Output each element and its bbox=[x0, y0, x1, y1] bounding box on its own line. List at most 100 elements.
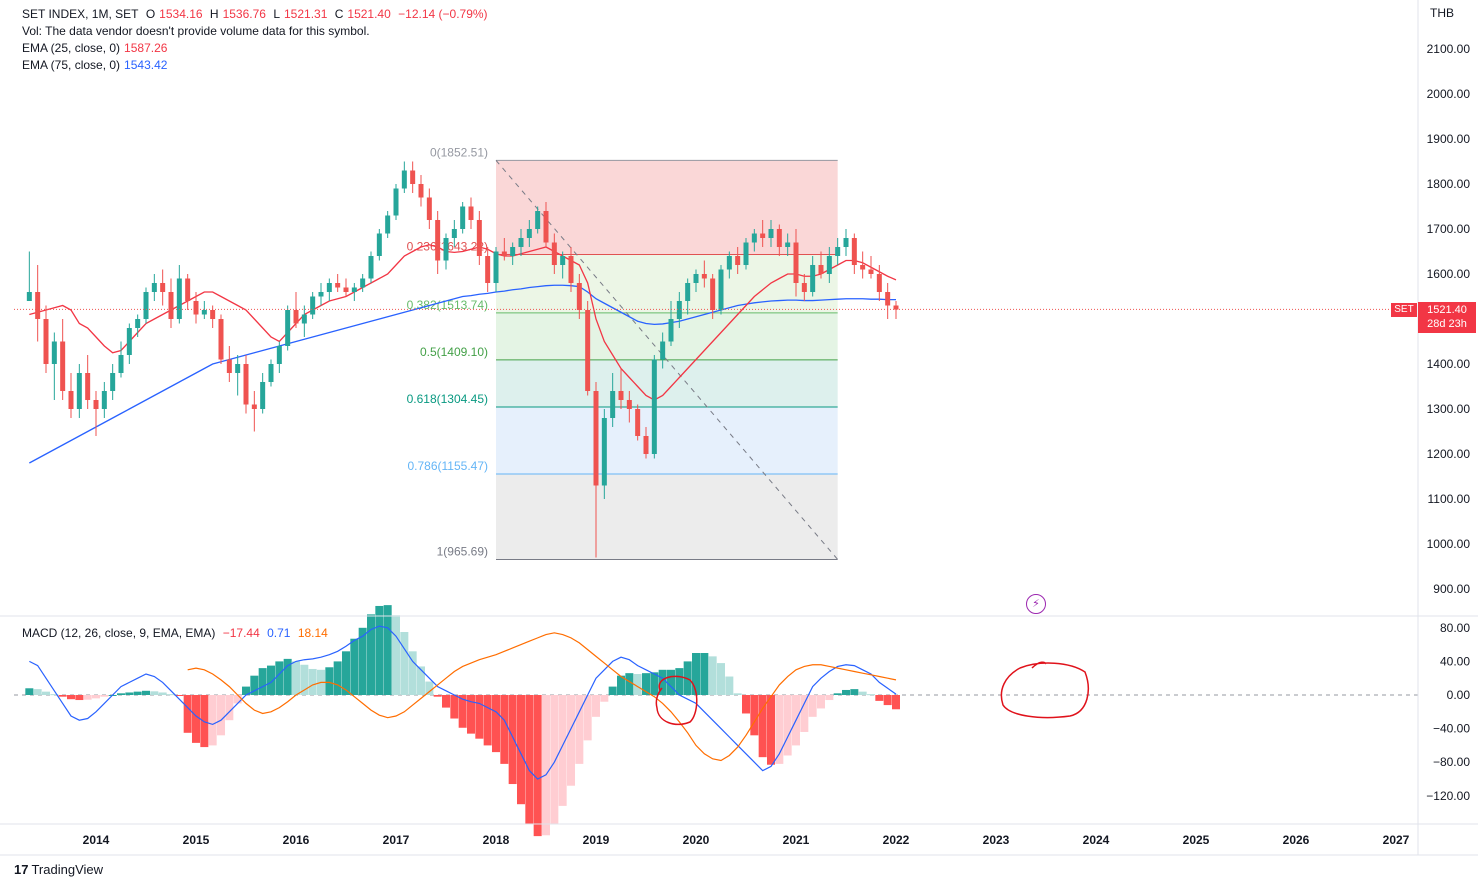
candle-body bbox=[185, 278, 191, 301]
candle bbox=[635, 404, 641, 441]
candle bbox=[335, 274, 341, 292]
symbol-name[interactable]: SET INDEX, 1M, SET bbox=[22, 7, 139, 21]
macd-value: 0.71 bbox=[267, 626, 291, 640]
candle bbox=[243, 355, 249, 414]
macd-histogram-bar bbox=[200, 695, 209, 748]
high-value: 1536.76 bbox=[222, 7, 266, 21]
candle-body bbox=[743, 242, 749, 265]
candle bbox=[426, 188, 432, 229]
change-value: −12.14 (−0.79%) bbox=[398, 7, 488, 21]
candle bbox=[360, 274, 366, 292]
macd-histogram-bar bbox=[425, 681, 434, 695]
price-tick-label: 2000.00 bbox=[1427, 87, 1471, 101]
candle-body bbox=[110, 373, 116, 391]
macd-histogram-bar bbox=[717, 663, 725, 695]
ema25-legend[interactable]: EMA (25, close, 0) 1587.26 bbox=[22, 40, 171, 57]
candlestick-series bbox=[14, 161, 1418, 558]
tradingview-logo[interactable]: 17 TradingView bbox=[14, 862, 103, 877]
macd-histogram-bar bbox=[858, 691, 867, 695]
candle bbox=[651, 355, 657, 459]
macd-histogram-bar bbox=[442, 695, 450, 708]
candle bbox=[51, 332, 57, 400]
macd-histogram-bar bbox=[725, 676, 734, 695]
candle-body bbox=[760, 233, 766, 238]
macd-histogram-bar bbox=[883, 695, 892, 706]
macd-tick-label: 80.00 bbox=[1440, 621, 1470, 635]
candle bbox=[860, 251, 866, 279]
candle-body bbox=[410, 170, 416, 184]
macd-histogram-bar bbox=[42, 691, 50, 695]
candle bbox=[401, 161, 407, 193]
macd-histogram-bar bbox=[542, 695, 550, 836]
candle-body bbox=[576, 283, 582, 310]
candle-body bbox=[543, 211, 549, 243]
candle-body bbox=[43, 319, 49, 364]
candle-body bbox=[710, 278, 716, 310]
candle-body bbox=[701, 274, 707, 279]
candle bbox=[551, 233, 557, 274]
fibonacci-retracement[interactable]: 0(1852.51)0.236(1643.22)0.382(1513.74)0.… bbox=[407, 145, 839, 560]
price-tick-label: 1300.00 bbox=[1427, 402, 1471, 416]
candle bbox=[176, 265, 182, 324]
hand-drawn-annotations bbox=[655, 661, 1089, 726]
candle-body bbox=[160, 283, 166, 292]
time-tick-label: 2020 bbox=[683, 833, 710, 847]
candle-body bbox=[843, 238, 849, 247]
fib-zone bbox=[496, 254, 838, 313]
time-tick-label: 2018 bbox=[483, 833, 510, 847]
ema75-legend[interactable]: EMA (75, close, 0) 1543.42 bbox=[22, 57, 171, 74]
macd-histogram-bar bbox=[458, 695, 467, 728]
currency-label: THB bbox=[1430, 6, 1454, 20]
candle bbox=[885, 283, 891, 319]
candle-body bbox=[526, 229, 532, 238]
symbol-legend: SET INDEX, 1M, SET O 1534.16 H 1536.76 L 15… bbox=[22, 6, 492, 23]
candle bbox=[835, 238, 841, 265]
macd-histogram-bar bbox=[358, 627, 367, 695]
macd-histogram-bar bbox=[850, 689, 859, 695]
fib-level-label: 0.5(1409.10) bbox=[420, 345, 488, 359]
macd-histogram-bar bbox=[642, 673, 650, 695]
macd-histogram-bar bbox=[842, 689, 850, 695]
fib-level-label: 0(1852.51) bbox=[430, 145, 488, 159]
candle bbox=[543, 202, 549, 247]
candle-body bbox=[201, 310, 207, 315]
macd-pane bbox=[25, 605, 900, 837]
macd-histogram-bar bbox=[583, 695, 592, 741]
candle-body bbox=[493, 251, 499, 283]
candle bbox=[668, 301, 674, 346]
macd-legend[interactable]: MACD (12, 26, close, 9, EMA, EMA) −17.44… bbox=[22, 625, 332, 642]
macd-histogram-bar bbox=[33, 689, 42, 695]
candle-body bbox=[301, 314, 307, 324]
candle-body bbox=[126, 328, 132, 355]
macd-histogram-bar bbox=[92, 695, 100, 699]
macd-histogram-bar bbox=[808, 695, 817, 717]
candle-body bbox=[643, 436, 649, 454]
price-tick-label: 1000.00 bbox=[1427, 537, 1471, 551]
candle bbox=[610, 373, 616, 427]
candle-body bbox=[751, 233, 757, 243]
ema75-line bbox=[29, 284, 896, 464]
candle bbox=[476, 211, 482, 265]
candle-body bbox=[585, 310, 591, 391]
candle bbox=[501, 238, 507, 261]
candle bbox=[660, 332, 666, 369]
candle bbox=[493, 247, 499, 292]
tradingview-logo-mark: 17 bbox=[14, 862, 29, 877]
candle bbox=[93, 391, 99, 436]
candle bbox=[843, 229, 849, 256]
macd-histogram-bar bbox=[658, 669, 667, 695]
macd-histogram-bar bbox=[383, 605, 392, 695]
candle-body bbox=[518, 238, 524, 247]
fib-zone bbox=[496, 406, 838, 475]
ema75-value: 1543.42 bbox=[124, 58, 168, 72]
lightning-icon[interactable]: ⚡ bbox=[1026, 594, 1046, 614]
macd-histogram-bar bbox=[633, 674, 642, 695]
candle bbox=[460, 202, 466, 234]
candle-body bbox=[826, 256, 832, 274]
candle-body bbox=[68, 391, 74, 409]
candle bbox=[218, 314, 224, 364]
macd-histogram-bar bbox=[867, 694, 875, 696]
candle bbox=[268, 359, 274, 387]
candle bbox=[510, 242, 516, 265]
